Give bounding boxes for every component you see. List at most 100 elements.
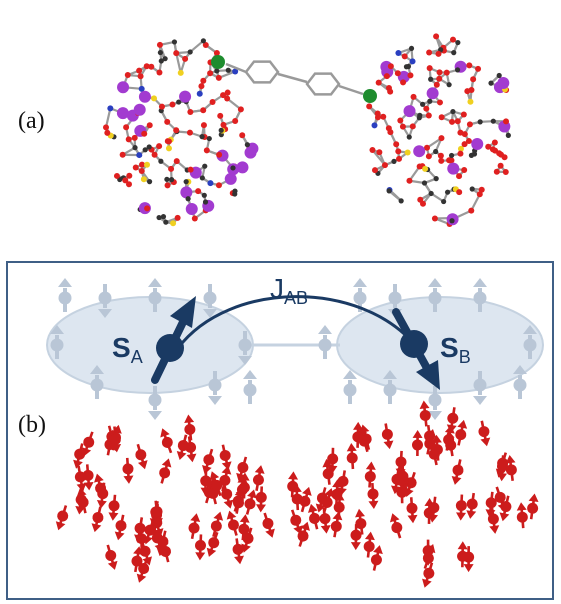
atom <box>400 79 407 86</box>
atom <box>132 164 139 171</box>
atom <box>436 69 443 76</box>
environment-spin <box>381 423 394 450</box>
atom <box>465 138 472 145</box>
atom <box>187 49 193 55</box>
shell-spin <box>473 278 487 312</box>
environment-spin <box>455 494 467 521</box>
atom <box>156 143 163 150</box>
environment-spin <box>299 486 312 513</box>
atom <box>185 203 198 216</box>
atom <box>436 75 443 82</box>
aromatic-ring <box>244 60 280 84</box>
atom <box>503 118 510 125</box>
coupling-arc <box>176 295 417 349</box>
environment-spin <box>451 459 464 485</box>
atom <box>433 33 440 40</box>
environment-spin <box>238 514 250 541</box>
atom <box>203 147 210 154</box>
atom <box>397 70 410 83</box>
atom <box>397 117 404 124</box>
atom <box>179 90 192 103</box>
atom <box>375 79 382 86</box>
atom <box>165 145 172 152</box>
environment-spin <box>236 456 249 482</box>
atom <box>214 68 220 74</box>
atom <box>138 90 151 103</box>
atom <box>454 67 461 73</box>
atom <box>206 135 212 142</box>
atom <box>496 72 502 79</box>
environment-spin <box>516 502 528 529</box>
atom <box>185 196 191 202</box>
environment-spin <box>370 545 383 571</box>
environment-spin <box>307 503 321 530</box>
atom <box>466 62 473 69</box>
shell-spin <box>98 284 112 318</box>
atom <box>215 74 222 81</box>
atom <box>230 165 236 171</box>
atom <box>416 163 423 170</box>
atom <box>423 144 430 151</box>
atom <box>374 114 381 121</box>
central-spin-a <box>151 296 196 384</box>
environment-spin <box>424 428 437 455</box>
atom <box>386 188 392 194</box>
atom <box>131 134 138 141</box>
atom <box>451 50 457 56</box>
atom <box>113 172 120 179</box>
atom <box>180 186 193 199</box>
atom <box>160 214 167 220</box>
atom <box>477 119 483 125</box>
atom <box>448 152 455 159</box>
atom <box>156 69 163 76</box>
bond <box>338 84 364 96</box>
molecule-cluster-left <box>103 38 259 227</box>
bond <box>371 149 386 166</box>
bond <box>277 72 308 84</box>
atom <box>239 132 246 139</box>
atom <box>168 165 175 172</box>
atom <box>398 198 404 204</box>
atom <box>457 129 464 136</box>
atom <box>395 49 402 56</box>
atom <box>438 157 445 164</box>
atom <box>505 132 511 138</box>
atom <box>417 196 424 203</box>
environment-spin <box>466 492 478 519</box>
atom <box>447 162 460 175</box>
environment-spin <box>236 474 248 501</box>
atom <box>173 158 180 165</box>
atom <box>476 191 483 198</box>
shell-spin <box>473 371 487 405</box>
atom <box>471 137 484 150</box>
environment-spin <box>160 428 173 454</box>
atom <box>169 101 176 108</box>
atom <box>156 41 163 48</box>
atom <box>457 145 464 152</box>
environment-spin <box>422 543 436 570</box>
shell-spin <box>203 284 217 318</box>
environment-spin <box>396 477 408 504</box>
environment-spin <box>331 479 343 506</box>
atom <box>485 143 492 150</box>
atom <box>117 81 130 94</box>
atom <box>220 121 227 128</box>
atom <box>470 76 477 83</box>
atom <box>396 155 403 162</box>
molecular-structure <box>103 33 511 228</box>
atom <box>468 207 475 214</box>
atom <box>163 219 169 225</box>
atom <box>202 42 209 49</box>
environment-spin <box>255 486 267 513</box>
atom <box>426 49 433 56</box>
atom <box>399 123 406 130</box>
atom <box>244 142 250 148</box>
environment-spin <box>184 414 196 441</box>
bond <box>189 39 205 53</box>
atom <box>497 162 504 169</box>
atom <box>232 188 238 194</box>
atom <box>200 38 207 44</box>
atom <box>394 70 401 77</box>
atom <box>195 188 202 195</box>
atom <box>158 158 164 164</box>
